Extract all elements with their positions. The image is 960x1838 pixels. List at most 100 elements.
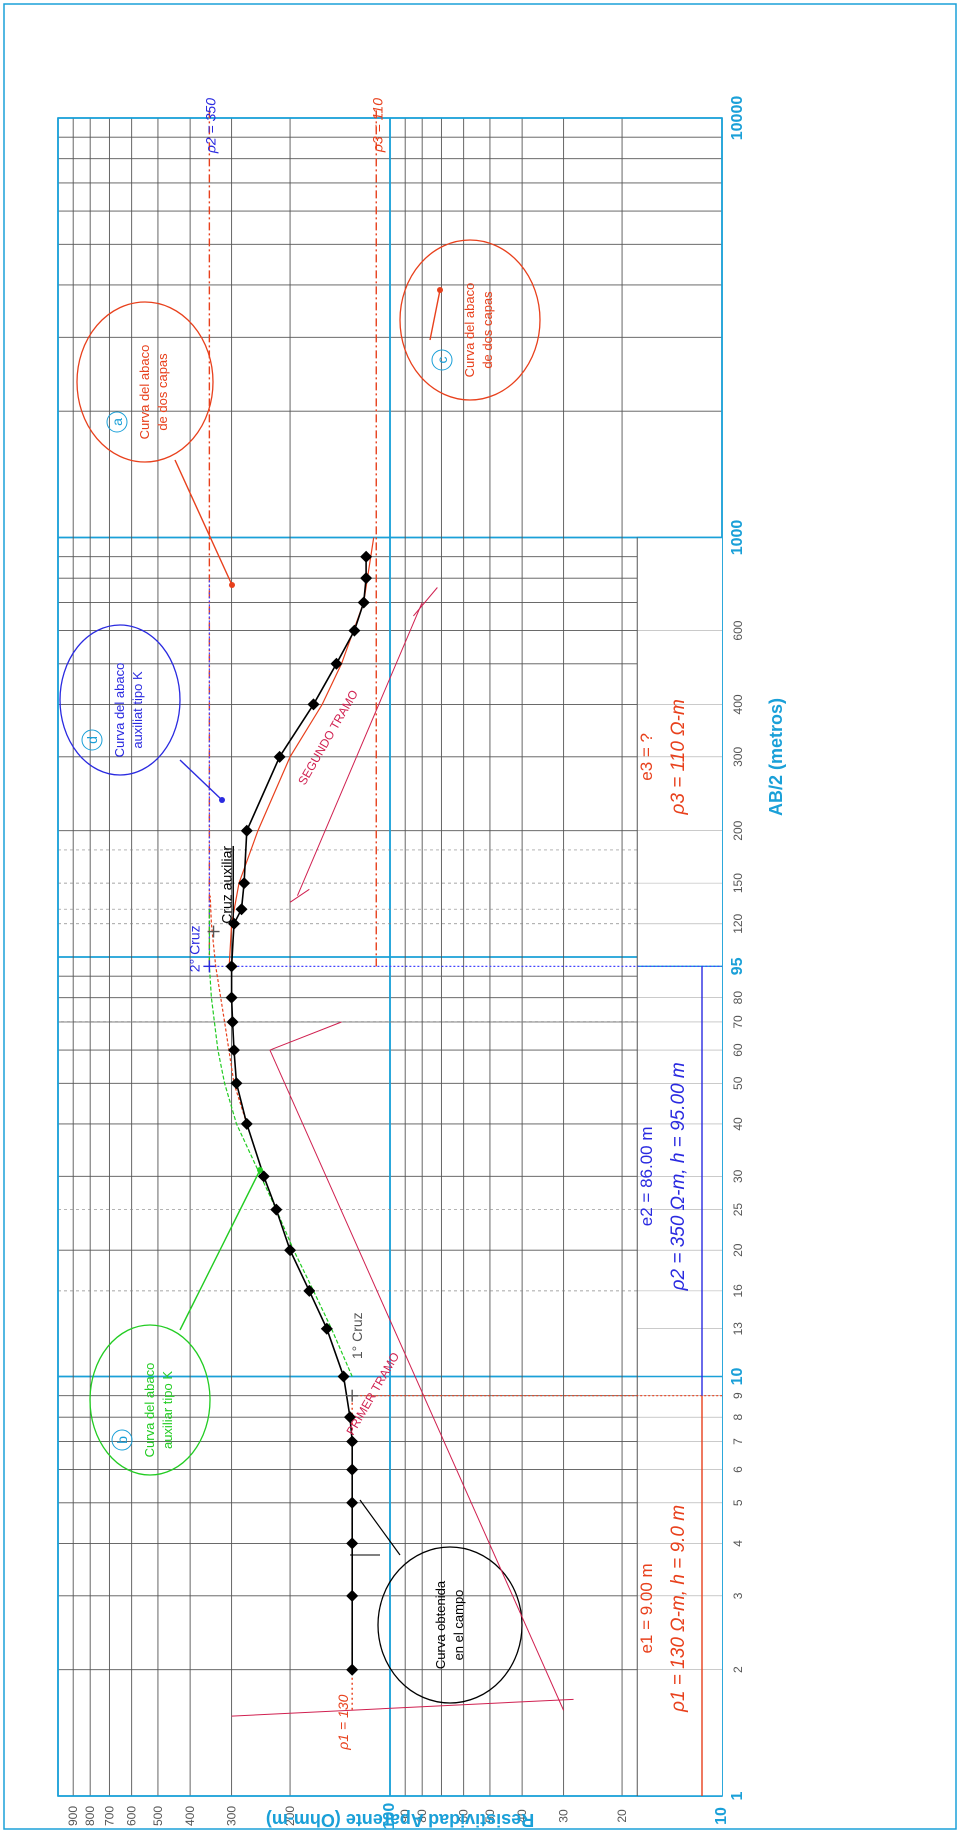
- bubble-d-text-group: d Curva del abaco auxiliat tipo K: [81, 663, 145, 758]
- campo-text-line: Curva obtenida: [433, 1580, 448, 1669]
- bubble-a-letter: a: [109, 418, 125, 426]
- data-point: [240, 824, 253, 837]
- y-tick-label: 400: [183, 1806, 197, 1826]
- x-tick-label: 9: [731, 1392, 745, 1399]
- x-tick-label: 120: [731, 913, 745, 933]
- y-tick-label: 200: [283, 1806, 297, 1826]
- data-point: [360, 572, 373, 585]
- x-tick-label: 1000: [729, 520, 746, 556]
- bubble-a-line: de dos capas: [155, 353, 170, 431]
- data-point: [240, 1117, 253, 1130]
- data-point: [228, 917, 241, 930]
- y-tick-label: 90: [398, 1809, 412, 1823]
- bubble-d-bubble: [59, 624, 181, 776]
- rho3-text: ρ3 = 110 Ω-m: [668, 699, 689, 815]
- reference-lines: ρ1 = 130 ρ2 = 350 ρ3 = 110: [202, 98, 722, 1751]
- bubble-c-letter: c: [434, 357, 450, 364]
- bubble-b-line: auxiliar tipo K: [160, 1371, 175, 1449]
- x-tick-label: 13: [731, 1322, 745, 1336]
- e3-text: e3 = ?: [637, 733, 656, 781]
- data-point: [320, 1322, 333, 1335]
- data-point: [343, 1411, 356, 1424]
- aux-curve-b: [208, 909, 353, 1377]
- x-tick-label: 5: [731, 1499, 745, 1506]
- x-tick-label: 50: [731, 1076, 745, 1090]
- y-tick-label: 80: [415, 1809, 429, 1823]
- y-tick-label: 20: [615, 1809, 629, 1823]
- bubble-d-arrowhead: [219, 797, 225, 803]
- x-tick-label: 40: [731, 1117, 745, 1131]
- bubble-c-arrowhead: [437, 287, 443, 293]
- x-tick-label: 16: [731, 1284, 745, 1298]
- y-tick-label: 10: [713, 1807, 730, 1825]
- bubble-b-letter-ring: [111, 1429, 133, 1451]
- bubble-b-letter: b: [114, 1436, 130, 1444]
- primer-tramo-cap-1: [231, 1698, 574, 1717]
- data-point: [346, 1589, 359, 1602]
- rho1-label: ρ1 = 130: [335, 1694, 351, 1750]
- rho3-label: ρ3 = 110: [369, 98, 385, 153]
- bubble-d-letter: d: [84, 736, 100, 744]
- bubble-d-letter-ring: [81, 729, 103, 751]
- data-point: [348, 624, 361, 637]
- bubble-a-arrow: [174, 459, 233, 586]
- bubble-b-bubble: [89, 1324, 211, 1476]
- bubble-c-arrow: [429, 289, 441, 341]
- bubble-b-text-group: b Curva del abaco auxiliar tipo K: [111, 1363, 175, 1458]
- bubble-b-line: Curva del abaco: [142, 1363, 157, 1458]
- bubble-b-arrow: [179, 1169, 261, 1331]
- x-tick-label: 80: [731, 991, 745, 1005]
- x-tick-label: 7: [731, 1438, 745, 1445]
- data-point: [226, 1015, 239, 1028]
- x-tick-label: 25: [731, 1203, 745, 1217]
- cruz2-label: 2° Cruz: [186, 925, 202, 972]
- data-point: [238, 877, 251, 890]
- data-point: [346, 1463, 359, 1476]
- data-point: [357, 596, 370, 609]
- segundo-tramo-line: [296, 602, 423, 896]
- campo-bubble: [377, 1546, 523, 1704]
- axis-labels: AB/2 (metros) Resistividad Aparente (Ohm-…: [266, 698, 786, 1830]
- aux-curve-d: [209, 895, 248, 1125]
- x-tick-label: 10000: [729, 96, 746, 141]
- bubble-c-text-group: c Curva del abaco de dos capas: [431, 283, 495, 378]
- bubble-a-letter-ring: [106, 411, 128, 433]
- data-point: [225, 991, 238, 1004]
- x-tick-label: 8: [731, 1413, 745, 1420]
- campo-arrow: [359, 1499, 401, 1556]
- bubble-a-line: Curva del abaco: [137, 345, 152, 440]
- data-point: [273, 750, 286, 763]
- bubble-c-line: de dos capas: [480, 291, 495, 369]
- y-tick-label: 900: [66, 1806, 80, 1826]
- outer-frame: [3, 3, 957, 1830]
- primer-tramo-line: [269, 1049, 565, 1711]
- data-point: [303, 1284, 316, 1297]
- x-tick-label: 20: [731, 1243, 745, 1257]
- y-tick-label: 100: [381, 1803, 398, 1830]
- bubble-c-line: Curva del abaco: [462, 283, 477, 378]
- x-tick-label: 300: [731, 747, 745, 767]
- y-tick-label: 800: [83, 1806, 97, 1826]
- x-tick-label: 600: [731, 620, 745, 640]
- x-tick-label: 70: [731, 1015, 745, 1029]
- grid: [57, 117, 723, 1797]
- data-point: [330, 657, 343, 670]
- x-tick-label: 2: [731, 1666, 745, 1673]
- x-tick-label: 200: [731, 820, 745, 840]
- data-point: [270, 1203, 283, 1216]
- x-axis-label: AB/2 (metros): [766, 698, 786, 816]
- campo-text-group: Curva obtenida en el campo: [433, 1580, 466, 1669]
- x-tick-label: 3: [731, 1592, 745, 1599]
- cruz1-label: 1° Cruz: [349, 1312, 365, 1359]
- bubble-d-line: Curva del abaco: [112, 663, 127, 758]
- y-tick-label: 700: [102, 1806, 116, 1826]
- bubble-c-bubble: [399, 239, 541, 401]
- y-tick-label: 300: [225, 1806, 239, 1826]
- e2-text: e2 = 86.00 m: [637, 1126, 656, 1226]
- x-tick-label: 4: [731, 1540, 745, 1547]
- y-tick-label: 500: [151, 1806, 165, 1826]
- rho1-text: ρ1 = 130 Ω-m, h = 9.0 m: [668, 1505, 689, 1713]
- y-tick-label: 600: [125, 1806, 139, 1826]
